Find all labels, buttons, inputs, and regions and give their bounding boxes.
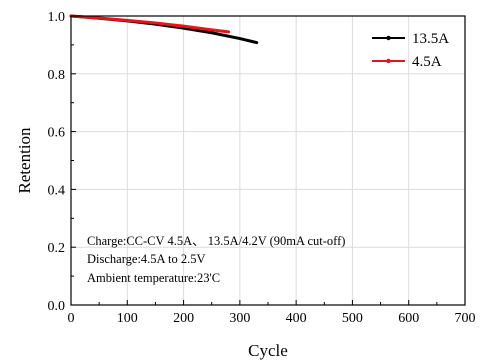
annotation-temperature: Ambient temperature:23'C	[87, 271, 220, 285]
series-line-4-5a	[69, 14, 231, 34]
series-layer	[69, 14, 259, 45]
legend-marker-4-5a	[386, 58, 391, 64]
x-tick-label: 0	[68, 311, 75, 326]
x-tick-label: 200	[173, 311, 194, 326]
legend-label-13-5a: 13.5A	[412, 31, 449, 47]
y-axis-title: Retention	[15, 127, 34, 194]
annotation-discharge: Discharge:4.5A to 2.5V	[87, 252, 206, 266]
y-tick-label: 0.6	[48, 126, 66, 141]
y-tick-label: 0.2	[48, 241, 66, 256]
y-tick-label: 0.4	[48, 183, 66, 198]
axis-ticks: 0 100 200 300 400 500 600 700 0.0 0.2 0.4 0.6 0.8 1.0	[48, 10, 476, 326]
x-tick-label: 700	[455, 311, 476, 326]
legend-marker-13-5a	[386, 35, 391, 41]
legend: 13.5A 4.5A	[372, 31, 449, 70]
y-tick-label: 0.8	[48, 68, 66, 83]
annotation-charge: Charge:CC-CV 4.5A、 13.5A/4.2V (90mA cut-…	[87, 234, 345, 248]
y-tick-label: 0.0	[48, 299, 66, 314]
x-tick-label: 300	[229, 311, 250, 326]
x-tick-label: 600	[398, 311, 419, 326]
x-tick-label: 400	[286, 311, 307, 326]
x-tick-label: 100	[117, 311, 138, 326]
y-tick-label: 1.0	[48, 10, 66, 25]
x-tick-label: 500	[342, 311, 363, 326]
legend-label-4-5a: 4.5A	[412, 54, 442, 70]
series-line-13-5a	[69, 14, 259, 45]
x-axis-title: Cycle	[248, 341, 288, 360]
grid-lines	[71, 16, 465, 305]
